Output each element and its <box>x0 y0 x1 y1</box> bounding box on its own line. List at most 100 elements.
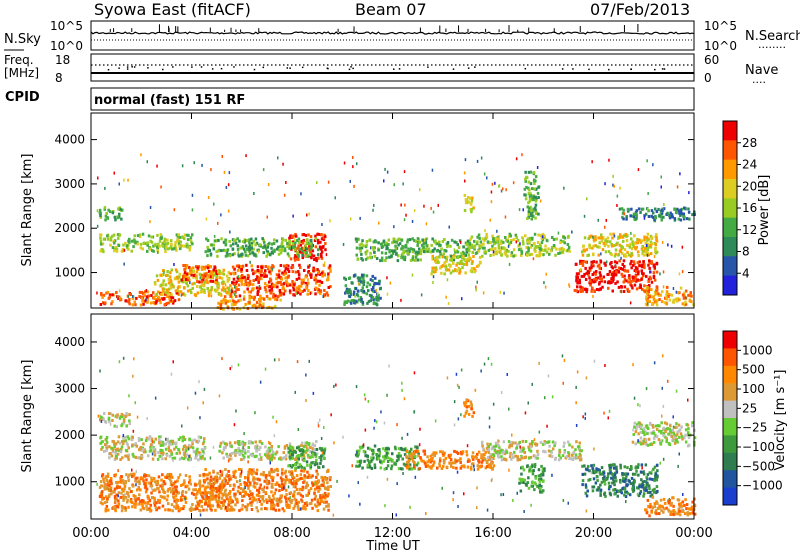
range-cell <box>449 264 452 268</box>
range-cell <box>120 487 124 491</box>
range-cell <box>304 275 307 279</box>
range-cell <box>168 297 171 301</box>
range-cell <box>655 290 658 294</box>
range-cell <box>132 245 135 249</box>
range-cell <box>554 253 557 257</box>
range-cell <box>683 303 686 307</box>
range-cell <box>292 494 295 498</box>
range-cell <box>223 482 226 485</box>
range-cell <box>249 481 252 485</box>
range-cell <box>324 235 327 239</box>
range-cell <box>203 267 207 271</box>
range-cell <box>192 273 196 277</box>
range-cell <box>269 291 272 295</box>
range-cell <box>440 247 443 251</box>
range-cell <box>123 506 126 510</box>
range-cell <box>268 454 271 458</box>
range-cell <box>174 289 178 293</box>
range-cell <box>113 490 116 493</box>
range-cell <box>679 208 682 212</box>
range-cell <box>633 234 636 238</box>
range-cell <box>627 276 631 280</box>
range-cell <box>640 265 644 269</box>
range-cell <box>167 446 171 450</box>
range-cell <box>536 166 539 169</box>
range-cell <box>309 475 313 479</box>
range-cell <box>327 492 330 496</box>
range-cell <box>642 260 645 264</box>
range-cell <box>615 243 618 247</box>
range-cell <box>224 299 227 302</box>
range-cell <box>208 500 211 504</box>
range-cell <box>254 471 257 475</box>
range-cell <box>584 287 587 291</box>
range-cell <box>388 248 391 252</box>
range-cell <box>489 453 493 457</box>
range-cell <box>240 265 243 268</box>
nsky-tick-top: 10^5 <box>50 19 83 33</box>
range-cell <box>113 487 117 491</box>
range-cell <box>109 238 112 242</box>
range-cell <box>298 491 301 495</box>
range-cell <box>279 264 283 267</box>
range-cell <box>647 280 650 283</box>
range-cell <box>241 503 244 507</box>
range-cell <box>362 280 366 283</box>
range-cell <box>360 299 363 303</box>
range-cell <box>322 476 326 480</box>
range-cell <box>464 179 466 183</box>
range-cell <box>637 270 640 274</box>
range-cell <box>356 237 359 241</box>
range-cell <box>292 485 296 489</box>
range-cell <box>300 498 303 502</box>
range-cell <box>185 264 189 268</box>
range-cell <box>376 292 379 296</box>
range-cell <box>529 170 533 174</box>
range-cell <box>148 435 152 439</box>
range-cell <box>276 499 279 503</box>
range-cell <box>606 273 609 276</box>
range-cell <box>240 269 243 273</box>
range-cell <box>133 300 136 304</box>
range-cell <box>134 499 137 503</box>
range-cell <box>532 207 535 211</box>
range-cell <box>618 207 622 211</box>
range-cell <box>203 288 206 292</box>
range-cell <box>306 483 310 487</box>
range-cell <box>465 261 468 265</box>
range-cell <box>543 281 545 285</box>
range-cell <box>592 253 595 257</box>
range-cell <box>134 502 138 506</box>
range-cell <box>110 482 113 486</box>
range-cell <box>391 458 394 462</box>
freq-point <box>172 66 174 68</box>
range-cell <box>195 277 198 281</box>
range-cell <box>541 235 544 239</box>
range-cell <box>283 471 287 475</box>
range-cell <box>505 238 508 242</box>
range-cell <box>467 412 471 416</box>
range-cell <box>284 481 287 485</box>
range-cell <box>622 208 625 212</box>
range-cell <box>144 486 147 490</box>
range-cell <box>512 248 516 252</box>
range-cell <box>111 439 114 443</box>
range-cell <box>248 468 252 471</box>
range-cell <box>198 481 201 485</box>
range-cell <box>277 275 281 279</box>
range-cell <box>197 504 201 508</box>
range-cell <box>115 291 118 294</box>
range-cell <box>132 454 135 458</box>
range-cell <box>216 503 220 507</box>
range-cell <box>322 484 325 488</box>
range-cell <box>108 420 111 424</box>
range-cell <box>489 240 492 244</box>
range-cell <box>462 255 465 259</box>
range-cell <box>315 440 318 444</box>
range-cell <box>415 463 419 467</box>
range-cell <box>243 448 247 452</box>
range-cell <box>212 273 216 277</box>
range-cell <box>521 153 523 157</box>
range-cell <box>255 506 258 510</box>
range-cell <box>508 234 511 238</box>
